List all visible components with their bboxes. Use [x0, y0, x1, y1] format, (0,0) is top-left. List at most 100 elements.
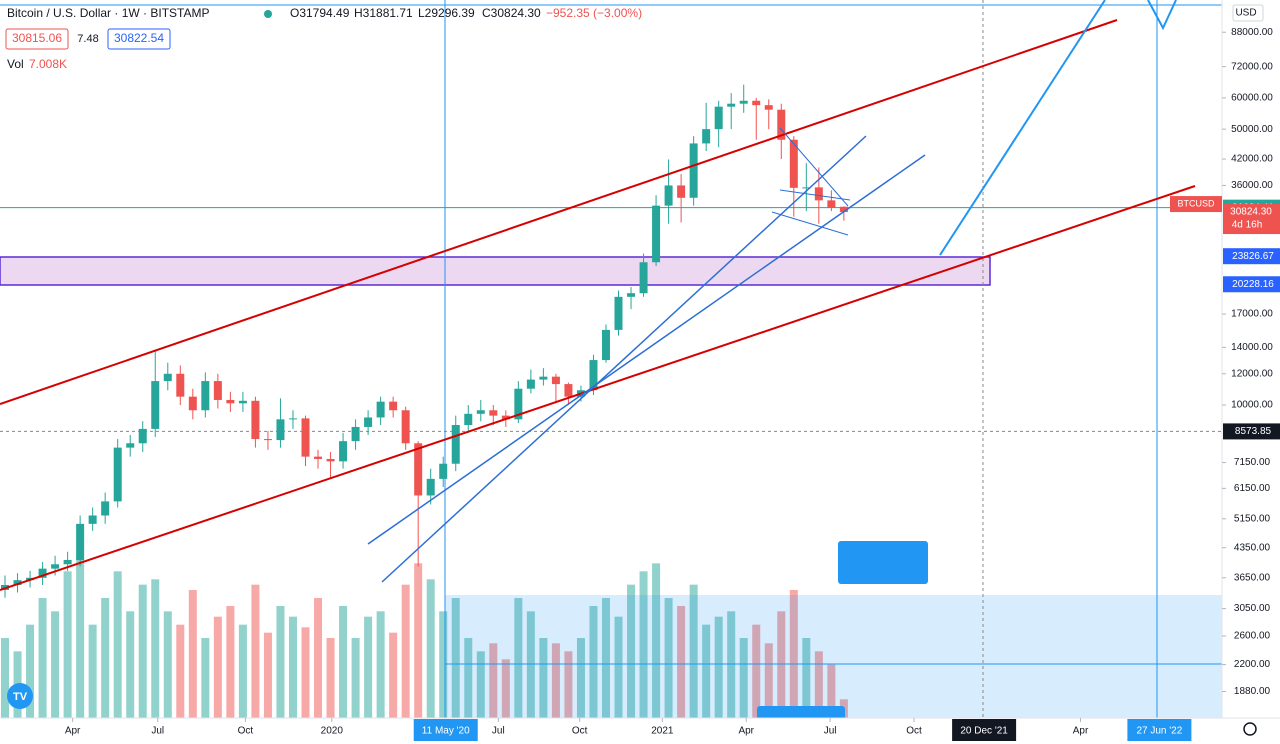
candle-body	[151, 381, 160, 429]
candle-body	[376, 401, 385, 418]
volume-bar	[26, 624, 35, 718]
volume-bar	[113, 571, 122, 718]
volume-bar	[414, 563, 423, 718]
projection-line[interactable]	[1147, 0, 1177, 31]
ohlc-high: H31881.71	[354, 6, 413, 20]
layer	[0, 207, 1222, 718]
volume-bar	[739, 638, 748, 718]
y-tick-label: 12000.00	[1231, 368, 1273, 379]
currency[interactable]: USD	[1235, 8, 1256, 19]
trendline[interactable]	[367, 154, 926, 545]
volume-bar	[514, 598, 523, 718]
x-tick-label: Apr	[65, 726, 81, 737]
sell-button[interactable]	[5, 28, 69, 50]
y-tick-label: 5150.00	[1234, 513, 1271, 524]
candle-body	[163, 373, 172, 382]
trendline[interactable]	[381, 135, 867, 583]
candle-body	[764, 105, 773, 110]
volume-bar	[439, 611, 448, 718]
trendline[interactable]	[771, 211, 849, 236]
volume-value: 7.008K	[29, 57, 67, 71]
candle-body	[476, 410, 485, 414]
volume-bar	[814, 651, 823, 718]
candle-body	[526, 379, 535, 389]
volume-bar	[226, 606, 235, 718]
volume-bar	[764, 643, 773, 718]
candle-body	[126, 443, 135, 448]
volume-bar	[777, 611, 786, 718]
volume-bar	[314, 598, 323, 718]
trendline[interactable]	[779, 127, 849, 207]
volume-bar	[677, 606, 686, 718]
volume-bar	[714, 616, 723, 718]
bid-price[interactable]: 30815.06	[12, 31, 62, 45]
trendline[interactable]	[0, 19, 1118, 405]
candle-body	[276, 419, 285, 441]
candle-body	[351, 426, 360, 442]
trendline[interactable]	[0, 185, 1196, 591]
volume-bar	[526, 611, 535, 718]
candle-body	[601, 329, 610, 361]
x-marker-badge	[413, 719, 478, 741]
price-badge	[1223, 276, 1280, 293]
x-tick-label: Jul	[824, 726, 837, 737]
candle-body	[564, 384, 573, 397]
axes: 88000.00 72000.00 60000.00 50000.00 42000.00…	[65, 27, 1280, 741]
buy-button[interactable]	[107, 28, 171, 50]
volume-bar	[301, 627, 310, 718]
trendline[interactable]	[779, 189, 851, 201]
logo[interactable]	[7, 683, 33, 709]
currency-select[interactable]	[1232, 4, 1264, 22]
projection-line[interactable]	[939, 0, 1106, 256]
price-axis[interactable]	[1222, 0, 1280, 744]
candle-body	[677, 185, 686, 198]
last-price-label: 30824.30	[1230, 207, 1272, 218]
volume-bar	[614, 616, 623, 718]
candle-body	[213, 381, 222, 400]
y-tick-label: 50000.00	[1231, 124, 1273, 135]
measure-area	[445, 595, 1222, 718]
volume-bar	[351, 638, 360, 718]
candle-body	[76, 523, 85, 560]
volume-label: Vol	[7, 57, 24, 71]
volume-bar	[213, 616, 222, 718]
y-tick-label: 88000.00	[1231, 27, 1273, 38]
volume-bar	[689, 584, 698, 718]
volume-bar	[802, 638, 811, 718]
y-tick-label: 1880.00	[1234, 686, 1271, 697]
volume-bar	[601, 598, 610, 718]
volume-bar	[476, 651, 485, 718]
y-tick-label: 14000.00	[1231, 342, 1273, 353]
volume-bar	[827, 664, 836, 718]
x-tick-label: Jul	[492, 726, 505, 737]
plot	[1, 84, 848, 598]
support-box[interactable]	[0, 256, 991, 286]
price-badge-label: 20228.16	[1232, 279, 1274, 290]
candle-body	[314, 456, 323, 459]
candle-body	[839, 206, 848, 213]
y-tick-label: 2600.00	[1234, 631, 1271, 642]
y-tick-label: 36000.00	[1231, 180, 1273, 191]
y-tick-label: 17000.00	[1231, 309, 1273, 320]
settings-icon[interactable]	[1243, 722, 1257, 736]
candle-body	[551, 376, 560, 385]
volume-bar	[151, 579, 160, 718]
symbol-title[interactable]: Bitcoin / U.S. Dollar · 1W · BITSTAMP	[7, 6, 209, 20]
ask-price[interactable]: 30822.54	[114, 31, 164, 45]
y-tick-label: 3650.00	[1234, 572, 1271, 583]
spread: 7.48	[77, 33, 98, 45]
time-axis[interactable]	[0, 718, 1280, 744]
x-marker-badge	[952, 719, 1017, 741]
y-tick-label: 6150.00	[1234, 483, 1271, 494]
volume-bar	[389, 632, 398, 718]
candle-body	[489, 410, 498, 416]
volume-bar	[188, 590, 197, 718]
last-price-symbol: BTCUSD	[1177, 198, 1215, 208]
measure-tooltip	[838, 541, 928, 584]
volume-bar	[752, 624, 761, 718]
volume-bar	[101, 598, 110, 718]
logo-mark[interactable]: TV	[13, 691, 28, 703]
volume-bar	[727, 611, 736, 718]
candle-body	[401, 410, 410, 444]
